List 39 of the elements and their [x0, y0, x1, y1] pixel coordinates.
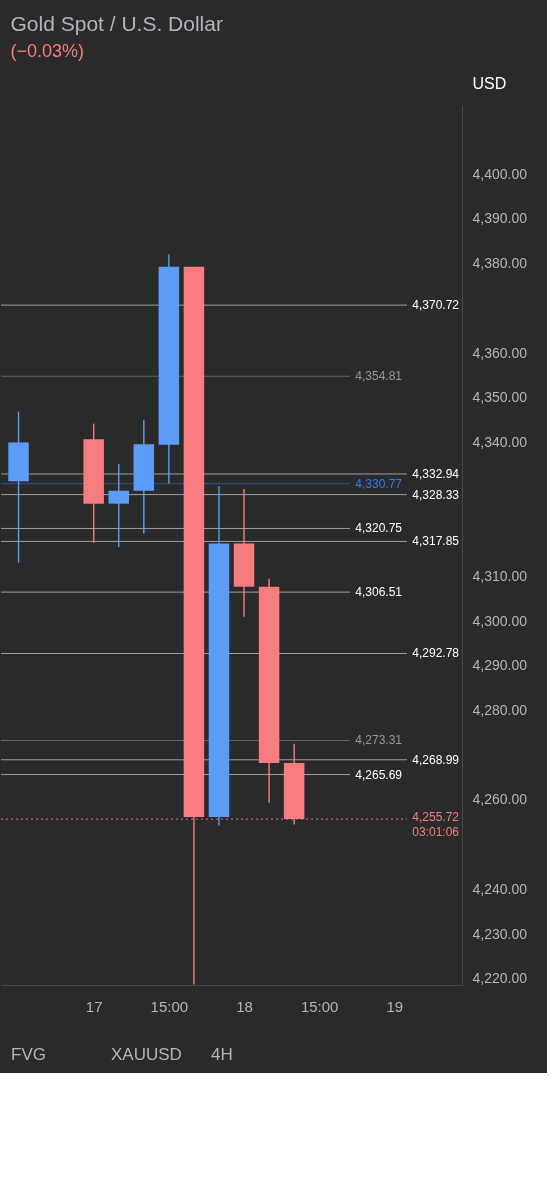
ref-line-label: 4,332.94 — [412, 466, 460, 481]
candlestick — [108, 463, 129, 548]
ref-line-label: 4,330.77 — [355, 476, 403, 491]
y-tick-label: 4,360.00 — [472, 344, 528, 361]
y-tick-label: 4,290.00 — [472, 657, 528, 674]
y-tick-label: 4,350.00 — [472, 389, 528, 406]
chart-subtitle: (−0.03%) — [10, 41, 85, 61]
ref-line-label: 4,273.31 — [355, 733, 403, 748]
ref-line-label: 4,370.72 — [412, 298, 460, 313]
y-axis-title: USD — [472, 74, 507, 92]
ref-line-label: 4,317.85 — [412, 534, 460, 549]
y-tick-label: 4,340.00 — [472, 433, 528, 450]
ref-line-label: 4,320.75 — [355, 521, 403, 536]
x-tick-label: 17 — [85, 997, 103, 1015]
ref-line-label: 4,328.33 — [412, 487, 460, 502]
ref-line-label: 4,265.69 — [355, 767, 403, 782]
ref-line-label: 4,268.99 — [412, 752, 460, 767]
y-tick-label: 4,230.00 — [472, 925, 528, 942]
y-tick-label: 4,220.00 — [472, 970, 528, 987]
x-tick-label: 18 — [236, 997, 253, 1015]
y-tick-label: 4,280.00 — [472, 702, 528, 719]
x-tick-label: 15:00 — [150, 997, 189, 1015]
ref-line-label: 4,255.72 03:01:06 — [412, 810, 460, 840]
y-tick-label: 4,380.00 — [472, 255, 528, 272]
y-tick-label: 4,310.00 — [472, 568, 528, 585]
y-tick-label: 4,260.00 — [472, 791, 528, 808]
text: 4H — [211, 1045, 233, 1064]
x-tick-label: 15:00 — [300, 997, 339, 1015]
ref-line-label: 4,292.78 — [412, 646, 460, 661]
ref-line-label: 4,306.51 — [355, 585, 403, 600]
ref-line-label: 4,354.81 — [355, 369, 403, 384]
y-tick-label: 4,400.00 — [472, 165, 528, 182]
y-tick-label: 4,300.00 — [472, 612, 528, 629]
chart-title: Gold Spot / U.S. Dollar — [10, 12, 223, 35]
x-tick-label: 19 — [386, 997, 404, 1015]
text: FVG — [11, 1045, 46, 1064]
y-tick-label: 4,390.00 — [472, 210, 528, 227]
y-tick-label: 4,240.00 — [472, 880, 528, 897]
text: XAUUSD — [111, 1045, 182, 1064]
